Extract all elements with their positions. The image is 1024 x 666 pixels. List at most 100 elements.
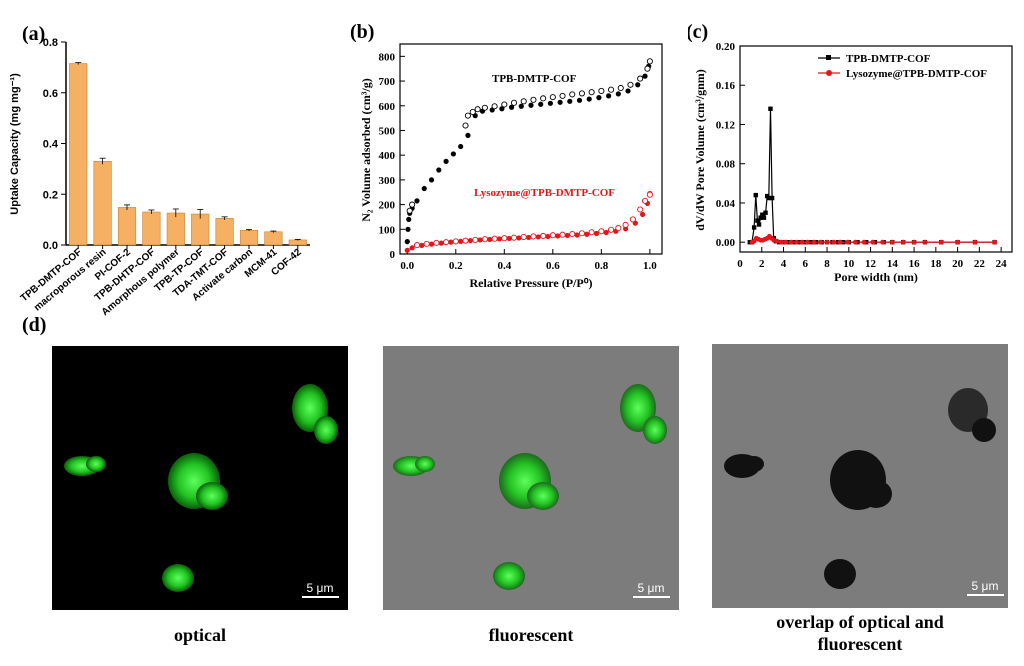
adsorption-point: [428, 177, 435, 183]
y-tick-label-a: 0.4: [43, 139, 59, 151]
adsorption-point: [642, 73, 648, 79]
x-tick-label-b: 0.8: [594, 260, 608, 272]
x-tick-label-b: 1.0: [643, 260, 657, 272]
adsorption-point: [404, 239, 410, 245]
y-tick-label-b: 800: [379, 51, 396, 63]
y-label-a: Uptake Capacity (mg mg⁻¹): [9, 73, 21, 215]
y-tick-label-c: 0.12: [716, 119, 736, 131]
adsorption-point: [499, 106, 505, 112]
crystal-cluster: [393, 384, 667, 590]
desorption-point: [644, 65, 651, 72]
desorption-point: [501, 235, 508, 242]
bar: [93, 160, 112, 246]
series-label-b-lyso: Lysozyme@TPB-DMTP-COF: [474, 187, 615, 199]
desorption-point: [588, 89, 595, 96]
data-point: [922, 239, 928, 245]
micrograph-overlap: 5 μm: [712, 344, 1008, 608]
caption-overlap: overlap of optical and fluorescent: [776, 612, 944, 654]
adsorption-point: [625, 88, 631, 94]
desorption-point: [413, 242, 421, 249]
data-point: [751, 225, 757, 230]
data-point: [766, 195, 772, 201]
y-tick-label-b: 600: [379, 101, 396, 113]
y-tick-label-c: 0.00: [716, 237, 736, 249]
series-label-b-cof: TPB-DMTP-COF: [492, 73, 577, 85]
desorption-point: [491, 103, 498, 110]
desorption-point: [588, 229, 595, 236]
scale-label: 5 μm: [972, 579, 999, 593]
x-label-b: Relative Pressure (P/P⁰): [470, 276, 593, 290]
desorption-point: [578, 230, 585, 237]
data-point: [758, 215, 763, 220]
data-point: [763, 210, 768, 215]
adsorption-point: [525, 234, 532, 241]
data-point: [824, 239, 830, 245]
desorption-point: [641, 197, 649, 204]
y-tick-label-a: 0.0: [43, 240, 58, 252]
adsorption-point: [409, 245, 415, 251]
adsorption-point: [496, 236, 503, 242]
desorption-point: [617, 84, 624, 92]
data-point: [837, 239, 843, 245]
y-tick-label-a: 0.2: [43, 189, 58, 201]
data-point: [911, 239, 917, 245]
x-label-c: Pore width (nm): [834, 270, 918, 284]
plot-frame-c: [739, 45, 1013, 253]
desorption-point: [464, 112, 471, 119]
chart-b: (b) 0.0 0.2 0.4 0.6 0.8 1.0 0 100 200 300 400 500 60…: [350, 21, 663, 290]
adsorption-point: [603, 229, 609, 236]
y-tick-label-c: 0.20: [716, 41, 736, 53]
desorption-point: [598, 228, 605, 235]
desorption-point: [549, 232, 556, 239]
x-tick-label-b: 0.4: [497, 260, 511, 272]
adsorption-point: [538, 101, 544, 107]
x-tick-label-b: 0.2: [449, 260, 463, 272]
y-tick-label-c: 0.04: [716, 198, 736, 210]
adsorption-point: [576, 97, 583, 103]
data-point: [831, 239, 836, 245]
chart-a: (a) 0.00.20.40.60.8 TPB-DMTP-COFmacropor…: [9, 23, 310, 318]
y-tick-label-b: 400: [379, 150, 396, 162]
x-tick-label-c: 22: [974, 258, 986, 270]
adsorption-point: [574, 232, 580, 238]
desorption-point: [472, 236, 479, 243]
desorption-point: [629, 216, 636, 223]
adsorption-point: [547, 100, 554, 106]
adsorption-point: [615, 91, 621, 97]
desorption-point: [627, 81, 634, 88]
adsorption-point: [421, 185, 427, 192]
y-tick-label-c: 0.16: [716, 80, 736, 92]
adsorption-point: [458, 238, 464, 244]
adsorption-point: [419, 242, 425, 248]
desorption-point: [409, 201, 416, 208]
adsorption-point: [586, 96, 592, 102]
data-point: [852, 239, 858, 245]
x-tick-label-c: 4: [781, 258, 787, 270]
desorption-point: [615, 225, 622, 232]
adsorption-point: [428, 241, 435, 247]
data-point: [794, 239, 799, 245]
desorption-point: [608, 226, 615, 233]
bar: [117, 207, 137, 246]
panel-label-b: (b): [350, 21, 374, 43]
data-point: [900, 239, 906, 245]
adsorption-point: [443, 158, 449, 164]
panel-label-c: (c): [688, 21, 708, 43]
desorption-point: [569, 91, 576, 98]
adsorption-point: [555, 233, 561, 239]
data-point: [811, 239, 817, 245]
adsorption-point: [584, 231, 590, 237]
desorption-point: [423, 240, 430, 247]
y-tick-label-c: 0.08: [716, 159, 736, 171]
desorption-point: [608, 86, 615, 93]
adsorption-point: [635, 82, 641, 88]
adsorption-point: [545, 233, 551, 240]
y-label-b: N₂ Volume adsorbed (cm³/g): [359, 78, 373, 222]
y-tick-label-b: 200: [379, 200, 396, 212]
desorption-point: [501, 101, 508, 108]
micrograph-optical: 5 μm: [52, 346, 348, 610]
desorption-point: [540, 232, 547, 240]
x-tick-label-c: 8: [824, 258, 830, 270]
y-tick-label-b: 700: [379, 76, 396, 88]
data-point: [870, 239, 876, 245]
